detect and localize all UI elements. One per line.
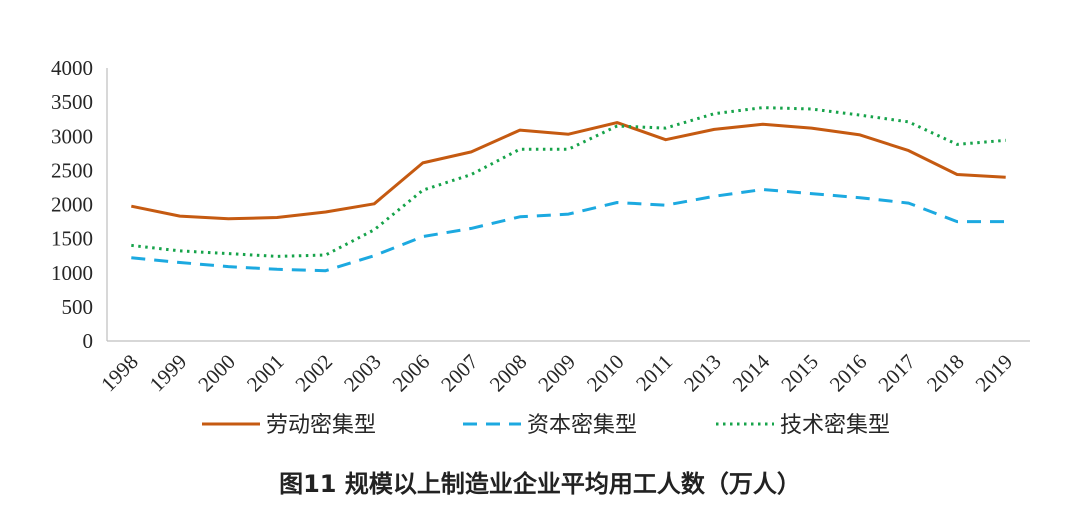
x-tick-label: 2015 [776,350,823,397]
line-chart: 0 500 1000 1500 2000 2500 3000 3500 4000 1998 199… [51,56,1030,438]
x-tick-label: 2011 [631,350,677,396]
x-tick-label: 2018 [922,350,969,397]
y-tick-label: 3000 [51,124,93,148]
x-tick-label: 2006 [388,350,435,397]
series-line-2 [131,188,1006,273]
y-axis: 0 500 1000 1500 2000 2500 3000 3500 4000 [51,56,108,353]
x-tick-label: 2000 [193,350,240,397]
x-tick-label: 1998 [96,350,143,397]
x-tick-label: 2017 [873,350,920,397]
x-tick-label: 2010 [582,350,629,397]
x-tick-label: 2009 [533,350,580,397]
x-axis: 1998 1999 2000 2001 2002 2003 2006 2007 2008 2009… [96,340,1030,397]
x-tick-label: 2016 [825,350,872,397]
legend-label: 技术密集型 [780,413,890,438]
series-line-1 [131,121,1006,221]
y-tick-label: 1000 [51,261,93,285]
x-tick-label: 2002 [290,350,337,397]
legend-label: 劳动密集型 [266,413,376,438]
series-layer [131,106,1006,273]
x-tick-label: 2014 [728,349,775,396]
legend: 劳动密集型 资本密集型 技术密集型 [202,413,890,438]
x-tick-label: 2019 [971,350,1018,397]
x-tick-label: 1999 [145,350,192,397]
x-tick-label: 2007 [436,350,483,397]
series-line-3 [131,106,1006,258]
legend-label: 资本密集型 [527,413,637,438]
x-tick-label: 2013 [679,350,726,397]
x-tick-label: 2008 [485,350,532,397]
y-tick-label: 2500 [51,158,93,182]
y-tick-label: 4000 [51,56,93,80]
figure-caption: 图11 规模以上制造业企业平均用工人数（万人） [279,470,801,498]
x-tick-label: 2003 [339,350,386,397]
y-tick-label: 0 [83,329,94,353]
y-tick-label: 2000 [51,193,93,217]
y-tick-label: 1500 [51,227,93,251]
y-tick-label: 3500 [51,90,93,114]
x-tick-label: 2001 [242,350,289,397]
y-tick-label: 500 [62,295,94,319]
